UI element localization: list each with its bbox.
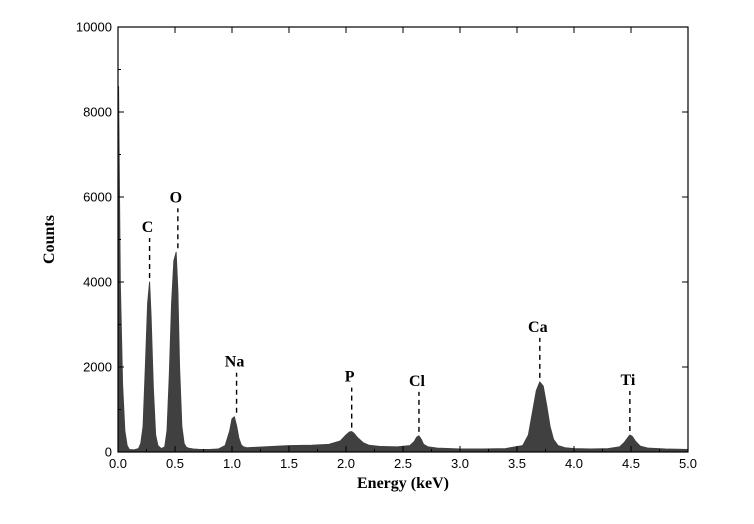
plot-area [117, 26, 689, 453]
peak-label: Ti [620, 372, 635, 389]
spectrum-area [117, 86, 689, 453]
peak-label: O [170, 189, 182, 206]
x-tick-label: 5.0 [679, 456, 697, 471]
peak-annotations: CO Na P Cl Ca Ti [142, 189, 636, 432]
peak-label: C [142, 219, 154, 236]
x-axis-ticks: 0.0 0.5 1.0 1.5 2.0 2.5 3.0 3.5 4.0 4.5 5.0 [109, 27, 697, 471]
y-tick-label: 8000 [83, 105, 112, 120]
y-tick-label: 4000 [83, 275, 112, 290]
x-tick-label: 2.0 [337, 456, 355, 471]
x-tick-label: 3.0 [451, 456, 469, 471]
y-axis-label: Counts [41, 215, 58, 264]
y-tick-label: 0 [105, 445, 112, 460]
peak-label: Ca [528, 319, 548, 336]
y-axis-ticks: 0 2000 4000 6000 8000 10000 [76, 20, 688, 460]
x-tick-label: 2.5 [394, 456, 412, 471]
x-tick-label: 1.5 [280, 456, 298, 471]
x-tick-label: 3.5 [508, 456, 526, 471]
x-axis-label: Energy (keV) [357, 475, 449, 492]
y-tick-label: 10000 [76, 20, 112, 35]
x-tick-label: 4.5 [622, 456, 640, 471]
y-tick-label: 2000 [83, 360, 112, 375]
x-tick-label: 0.5 [166, 456, 184, 471]
x-tick-label: 4.0 [565, 456, 583, 471]
peak-label: Cl [409, 373, 426, 390]
y-tick-label: 6000 [83, 190, 112, 205]
plot-frame [117, 26, 689, 453]
x-tick-label: 1.0 [223, 456, 241, 471]
peak-label: Na [225, 354, 245, 371]
x-tick-label: 0.0 [109, 456, 127, 471]
peak-label: P [345, 369, 355, 386]
